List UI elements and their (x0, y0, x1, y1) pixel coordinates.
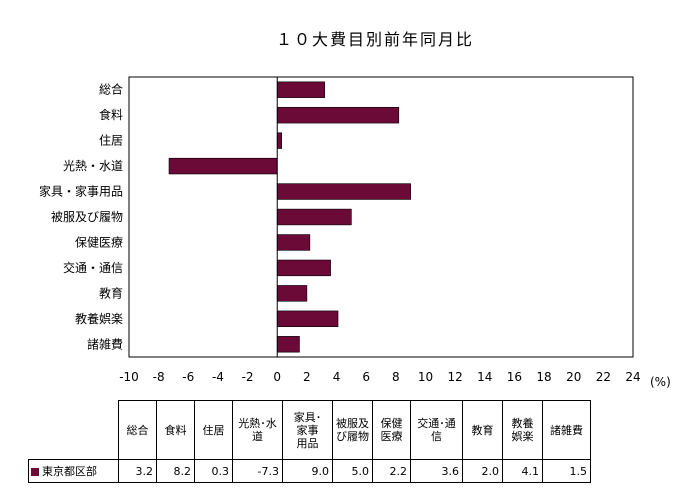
bar-5 (276, 183, 411, 200)
table-corner (29, 401, 119, 460)
table-cell: 5.0 (332, 459, 373, 483)
x-tick-label: 14 (477, 370, 492, 384)
table-cell: 0.3 (194, 459, 233, 483)
category-label: 総合 (99, 82, 123, 97)
table-header-cell: 食料 (156, 400, 195, 460)
x-tick-label: 2 (303, 370, 311, 384)
chart-title: １０大費目別前年同月比 (275, 30, 474, 49)
table-row-label: 東京都区部 (28, 459, 119, 483)
bar-3 (276, 132, 282, 149)
bar-6 (276, 208, 352, 226)
category-label: 住居 (99, 134, 123, 148)
table-header-cell: 総合 (118, 400, 157, 460)
category-label: 被服及び履物 (51, 210, 123, 224)
x-tick-label: 4 (333, 370, 341, 384)
category-label: 交通・通信 (63, 260, 123, 275)
table-header-cell: 保健 医療 (372, 400, 411, 460)
table-cell: 2.2 (372, 459, 411, 483)
bar-9 (276, 285, 308, 302)
plot-area (128, 76, 634, 358)
category-label: 光熱・水道 (63, 159, 123, 173)
table-cell: 2.0 (462, 459, 503, 483)
x-tick-label: 6 (362, 370, 370, 384)
table-header-cell: 被服及 び履物 (332, 400, 373, 460)
series-name: 東京都区部 (42, 464, 97, 478)
table-header-cell: 諸雑費 (542, 400, 591, 460)
bar-11 (276, 336, 300, 353)
table-header-cell: 光熱･水道 (232, 400, 283, 460)
x-tick-label: 8 (392, 370, 400, 384)
table-cell: 3.6 (410, 459, 463, 483)
category-label: 教育 (99, 285, 123, 300)
bar-chart: 総合食料住居光熱・水道家具・家事用品被服及び履物保健医療交通・通信教育教養娯楽諸… (39, 76, 641, 384)
table-cell: 4.1 (502, 459, 543, 483)
x-tick-label: 12 (447, 370, 462, 384)
x-tick-label: 24 (625, 370, 640, 384)
x-tick-label: -2 (242, 370, 254, 384)
x-tick-label: 10 (418, 370, 433, 384)
bar-4 (168, 157, 278, 175)
table-header-cell: 教養 娯楽 (502, 400, 543, 460)
x-tick-label: -10 (119, 370, 139, 384)
table-header-cell: 家具･ 家事 用品 (282, 400, 333, 460)
table-cell: 8.2 (156, 459, 195, 483)
bar-2 (276, 106, 400, 124)
x-tick-label: -4 (212, 370, 224, 384)
table-cell: 3.2 (118, 459, 157, 483)
x-tick-label: -6 (182, 370, 194, 384)
legend-swatch (31, 467, 39, 476)
x-tick-label: 20 (566, 370, 581, 384)
table-cell: 9.0 (282, 459, 333, 483)
x-tick-label: 18 (536, 370, 551, 384)
category-label: 諸雑費 (87, 336, 123, 351)
table-header-cell: 教育 (462, 400, 503, 460)
data-table: 総合 食料 住居 光熱･水道家具･ 家事 用品 被服及 び履物 保健 医療 交通･通信教育 教養 娯楽諸… (28, 400, 591, 483)
table-header-cell: 交通･通信 (410, 400, 463, 460)
x-tick-label: 0 (273, 370, 281, 384)
bar-10 (276, 310, 339, 328)
table-row: 東京都区部 3.2 8.2 0.3 -7.3 9.0 5.0 2.2 3.6 2.0 4.1 1.5 (28, 459, 591, 483)
bar-7 (276, 234, 311, 251)
bar-8 (276, 259, 331, 277)
table-header-cell: 住居 (194, 400, 233, 460)
category-label: 食料 (99, 107, 123, 122)
x-tick-label: -8 (153, 370, 165, 384)
unit-label: (%) (650, 375, 671, 389)
table-header-row: 総合 食料 住居 光熱･水道家具･ 家事 用品 被服及 び履物 保健 医療 交通･通信教育 教養 娯楽諸… (29, 400, 591, 460)
category-label: 家具・家事用品 (39, 184, 123, 199)
table-cell: 1.5 (542, 459, 591, 483)
bar-1 (276, 81, 325, 98)
x-tick-label: 22 (596, 370, 611, 384)
category-label: 教養娯楽 (75, 311, 123, 326)
x-tick-label: 16 (507, 370, 522, 384)
table-cell: -7.3 (232, 459, 283, 483)
category-label: 保健医療 (75, 235, 123, 249)
